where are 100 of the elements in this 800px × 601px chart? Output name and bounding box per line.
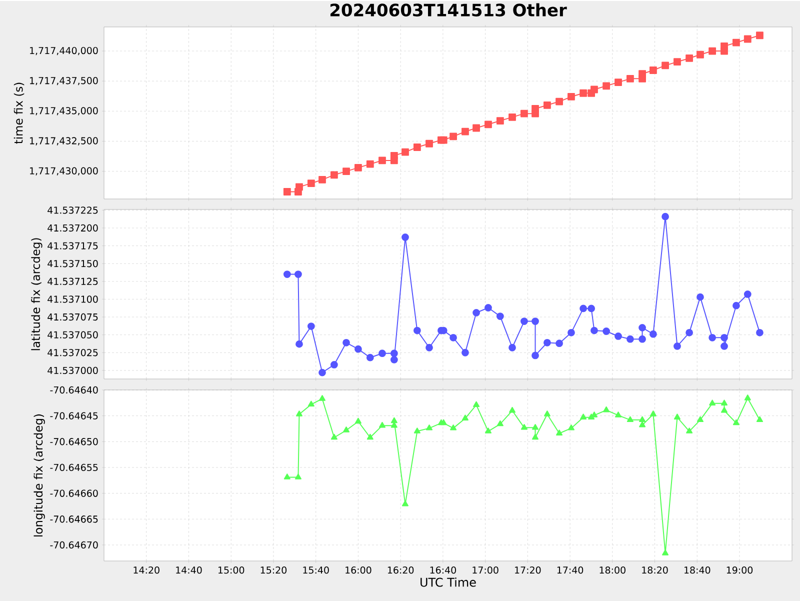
y-tick-label: 41.537200 [48, 224, 98, 232]
x-tick-label: 18:00 [600, 566, 626, 574]
x-tick-label: 17:00 [472, 566, 498, 574]
point [650, 410, 656, 416]
point [496, 312, 504, 320]
point [308, 400, 314, 407]
x-tick-label: 14:20 [134, 566, 160, 574]
point [639, 421, 646, 428]
point [756, 416, 763, 422]
y-tick-label: 1,717,435,000 [30, 107, 98, 116]
point [556, 340, 563, 348]
point [568, 424, 575, 430]
point [614, 412, 622, 418]
y-tick-label: 41.537050 [48, 331, 98, 338]
y-tick-label: -70.64640 [50, 386, 98, 394]
point [732, 419, 740, 426]
chart-title: 20240603T141513 Other [330, 3, 567, 16]
point [520, 424, 528, 430]
point [296, 410, 303, 416]
y-tick-label: 1,717,440,000 [30, 46, 98, 56]
x-tick-label: 17:40 [557, 566, 584, 574]
y-tick-label: 41.537225 [48, 206, 98, 214]
y-tick-label: 41.537100 [48, 296, 98, 303]
point [532, 434, 539, 440]
point [307, 322, 315, 330]
point [390, 350, 398, 358]
x-tick-label: 16:40 [430, 566, 456, 574]
point [532, 352, 539, 360]
point [472, 309, 480, 316]
point [756, 328, 764, 336]
y-tick-label: -70.64650 [50, 438, 98, 446]
point [720, 406, 728, 413]
point [378, 350, 386, 358]
point [674, 342, 681, 350]
point [696, 293, 704, 301]
x-tick-label: 19:00 [726, 566, 753, 574]
point [402, 500, 409, 506]
point [484, 428, 492, 434]
point [696, 416, 704, 422]
y-tick-label: -70.64655 [50, 464, 98, 472]
y-tick-label: -70.64665 [50, 516, 98, 523]
point [426, 424, 433, 430]
point [720, 342, 728, 350]
point [744, 394, 751, 400]
x-tick-label: 18:20 [642, 566, 668, 574]
y-tick-label: 41.537125 [48, 278, 98, 286]
point [284, 474, 290, 480]
point [318, 368, 326, 376]
x-tick-label: 17:20 [515, 566, 541, 574]
point [588, 304, 596, 312]
point [732, 302, 740, 310]
x-tick-label: 18:40 [684, 566, 710, 574]
y-tick-label: 1,717,437,500 [30, 77, 98, 86]
point [330, 361, 338, 368]
point [342, 426, 350, 432]
y-tick-label: -70.64645 [50, 412, 98, 420]
point [639, 416, 646, 422]
point [450, 334, 457, 342]
point [508, 406, 516, 413]
point [450, 424, 457, 430]
y-axis-title: longitude fix (arcdeg) [34, 414, 45, 536]
point [402, 234, 409, 241]
point [390, 356, 398, 364]
x-axis-title: UTC Time [420, 578, 476, 587]
point [294, 474, 302, 480]
point [520, 318, 528, 325]
point [709, 400, 716, 406]
point [508, 344, 516, 352]
point [720, 400, 728, 406]
point [580, 304, 588, 312]
point [626, 416, 634, 422]
x-tick-label: 15:00 [218, 566, 244, 574]
point [662, 212, 669, 220]
x-tick-label: 16:00 [346, 566, 372, 574]
point [283, 270, 291, 278]
point [366, 434, 374, 440]
y-tick-label: 1,717,430,000 [30, 167, 98, 176]
y-axis-title: time fix (s) [14, 82, 24, 144]
point [354, 418, 362, 424]
point [296, 340, 303, 348]
point [708, 334, 716, 342]
y-tick-label: 41.537025 [48, 349, 98, 356]
point [426, 344, 433, 352]
point [342, 338, 350, 346]
y-tick-label: 1,717,432,500 [30, 137, 98, 146]
x-tick-label: 16:20 [388, 566, 414, 574]
point [294, 270, 302, 278]
point [473, 401, 480, 408]
point [580, 414, 587, 420]
point [390, 417, 398, 424]
point [544, 338, 551, 346]
point [318, 395, 326, 401]
point [603, 406, 610, 412]
x-tick-label: 15:20 [260, 566, 287, 574]
point [556, 430, 563, 436]
point [638, 335, 646, 343]
point [544, 410, 550, 416]
y-axis-title: latitude fix (arcdeg) [31, 238, 42, 350]
x-tick-label: 15:40 [303, 566, 329, 574]
point [674, 414, 681, 420]
